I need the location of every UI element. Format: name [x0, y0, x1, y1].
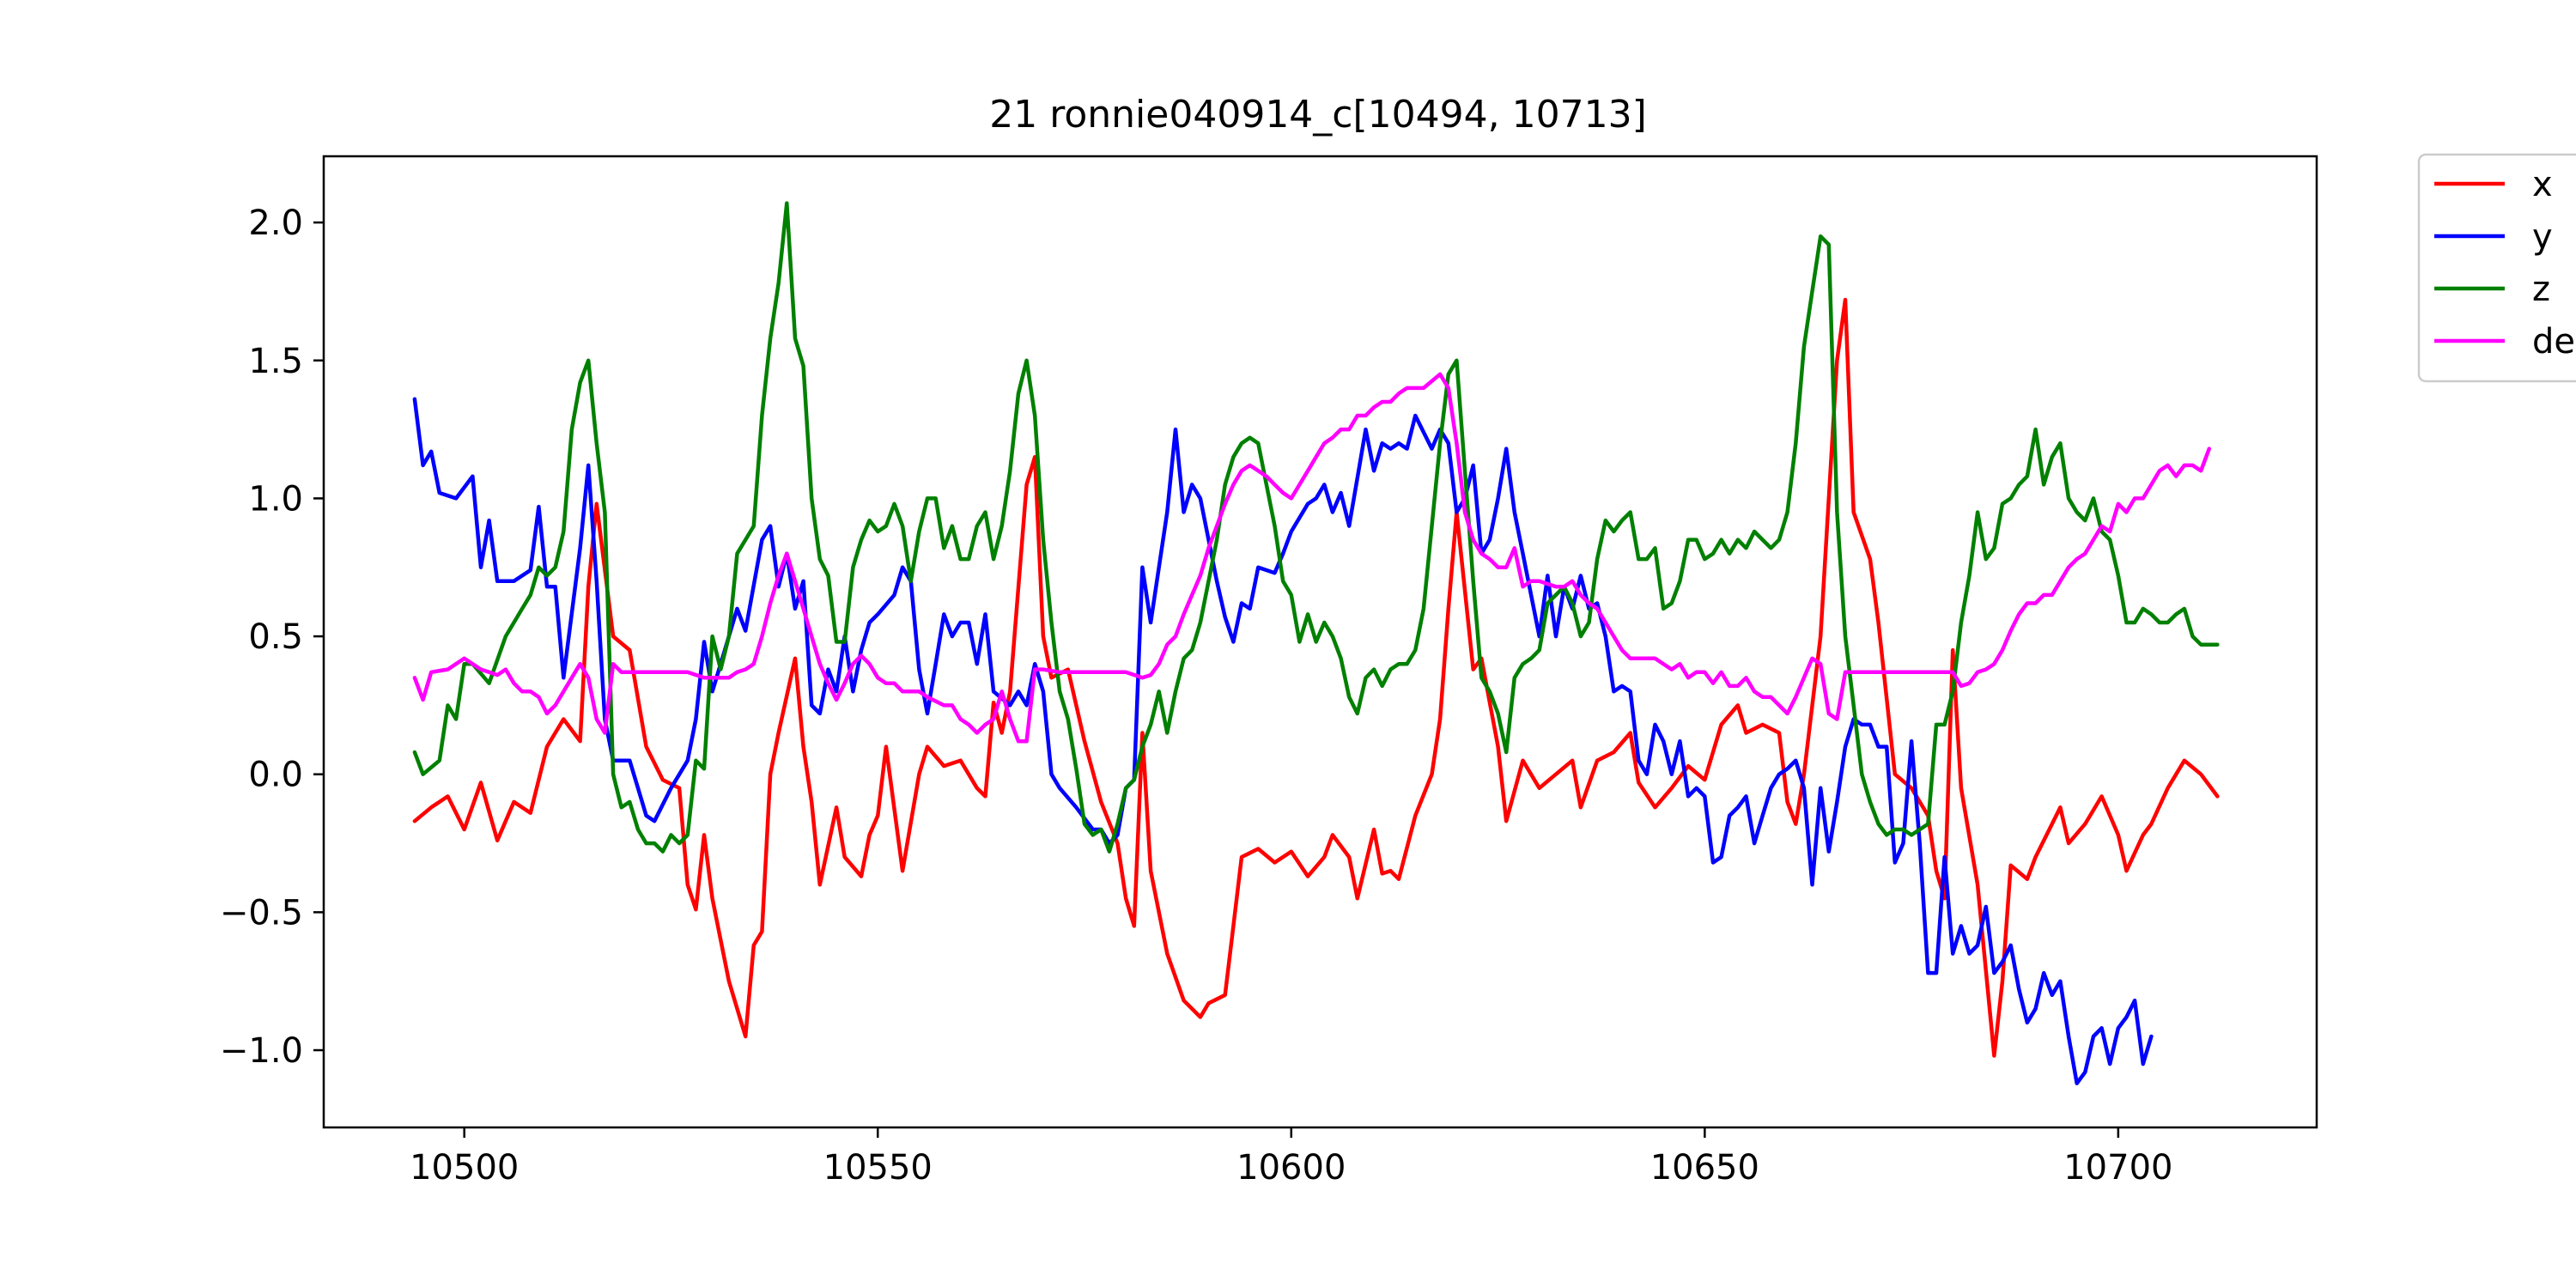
- legend-label-z: z: [2532, 270, 2550, 309]
- y-tick-label: 0.0: [248, 756, 303, 795]
- y-tick-label: 1.5: [248, 342, 303, 381]
- legend-label-x: x: [2532, 165, 2553, 204]
- legend-box: [2417, 153, 2576, 383]
- series-line-y: [412, 397, 2154, 1085]
- y-tick-label: −1.0: [220, 1031, 303, 1071]
- series-line-x: [412, 297, 2220, 1058]
- x-tick-label: 10600: [1236, 1148, 1346, 1188]
- y-tick-label: −0.5: [220, 893, 303, 933]
- x-tick-label: 10550: [823, 1148, 933, 1188]
- chart-title: 21 ronnie040914_c[10494, 10713]: [989, 93, 1647, 137]
- axes-layer: 10500 10550 10600 10650 10700 −1.0 −0.5 0.0 0.5 1…: [220, 155, 2318, 1188]
- series-line-z: [412, 201, 2220, 854]
- x-tick-label: 10650: [1650, 1148, 1759, 1188]
- y-tick-label: 0.5: [248, 617, 303, 657]
- series-layer: [412, 201, 2220, 1085]
- x-tick-label: 10700: [2063, 1148, 2172, 1188]
- legend: xyz de: [2417, 153, 2576, 383]
- series-line-de: [412, 372, 2212, 744]
- x-tick-label: 10500: [410, 1148, 519, 1188]
- y-tick-label: 1.0: [248, 479, 303, 519]
- legend-label-y: y: [2532, 217, 2553, 257]
- plot-frame: [322, 155, 2318, 1129]
- legend-label-de: de: [2532, 322, 2575, 361]
- y-tick-label: 2.0: [248, 204, 303, 243]
